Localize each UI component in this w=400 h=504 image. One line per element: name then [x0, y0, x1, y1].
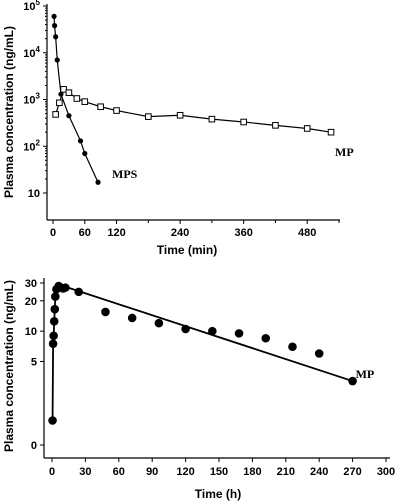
y-tick-label-top: 10 [28, 188, 40, 200]
x-tick-label-top: 120 [107, 227, 125, 239]
series-label-mp: MP [335, 145, 354, 159]
y-tick-label-bottom: 5 [31, 356, 37, 368]
x-tick-label-bottom: 30 [79, 466, 91, 478]
data-point-mp [127, 313, 137, 323]
data-point-mp [303, 125, 311, 132]
data-point-mp [49, 317, 59, 326]
data-point-mp [65, 89, 73, 96]
x-tick-label-bottom: 120 [176, 466, 194, 478]
data-point-mp [181, 324, 190, 334]
x-tick-label-top: 0 [50, 227, 56, 239]
series-label-mp: MP [356, 367, 375, 381]
x-axis-title-top: Time (min) [157, 243, 217, 257]
x-tick-label-bottom: 90 [146, 466, 158, 478]
x-tick-label-top: 480 [298, 227, 316, 239]
data-point-mp [208, 115, 216, 123]
x-tick-label-bottom: 180 [243, 466, 261, 478]
data-point-mp [234, 329, 244, 338]
data-point-mp [272, 122, 279, 129]
data-point-mp [48, 339, 58, 349]
data-point-mps [51, 13, 57, 19]
fit-line-mp [62, 285, 353, 382]
y-axis-title-bottom: Plasma concentration (ng/mL) [2, 280, 16, 452]
data-point-mp [48, 416, 57, 425]
data-point-mp [314, 349, 324, 358]
x-tick-label-top: 360 [234, 227, 252, 239]
data-point-mps [51, 23, 58, 29]
data-point-mp [56, 99, 63, 107]
x-tick-label-bottom: 150 [210, 466, 228, 478]
series-label-mps: MPS [112, 167, 138, 181]
x-tick-label-bottom: 210 [277, 466, 295, 478]
x-tick-label-bottom: 270 [343, 466, 361, 478]
data-point-mp [51, 292, 60, 301]
data-point-mps [54, 57, 60, 63]
x-tick-label-bottom: 0 [49, 466, 55, 478]
data-point-mp [288, 342, 297, 352]
y-tick-label-top: 105 [23, 0, 40, 13]
data-point-mp [50, 304, 60, 314]
data-point-mp [327, 128, 335, 136]
data-point-mp [61, 283, 70, 292]
data-point-mp [52, 111, 59, 118]
y-tick-label-bottom: 10 [25, 326, 37, 338]
data-point-mp [74, 287, 84, 297]
data-point-mp [176, 111, 184, 119]
y-axis-title-top: Plasma concentration (ng/mL) [2, 26, 16, 198]
data-point-mp [81, 98, 89, 105]
data-point-mp [261, 333, 271, 343]
y-tick-label-bottom: 20 [25, 296, 37, 308]
x-tick-label-bottom: 60 [113, 466, 125, 478]
y-tick-label-top: 103 [23, 92, 40, 107]
y-tick-label-bottom: 0 [31, 440, 37, 452]
series-line-mp [55, 88, 332, 133]
data-point-mp [97, 103, 104, 111]
data-point-mps [66, 113, 72, 119]
x-axis-title-bottom: Time (h) [195, 487, 241, 501]
data-point-mp [60, 86, 67, 93]
data-point-mps [95, 179, 101, 185]
data-point-mps [53, 34, 59, 40]
data-point-mp [154, 318, 164, 328]
data-point-mp [113, 107, 120, 114]
x-tick-label-bottom: 300 [377, 466, 395, 478]
data-point-mp [49, 331, 58, 341]
data-point-mp [240, 118, 247, 126]
y-tick-label-top: 102 [23, 138, 40, 153]
y-tick-label-bottom: 30 [25, 278, 37, 290]
data-point-mp [208, 326, 217, 336]
x-tick-label-top: 240 [171, 227, 189, 239]
data-point-mp [101, 307, 110, 317]
data-point-mp [348, 376, 357, 386]
x-tick-label-bottom: 240 [310, 466, 328, 478]
y-tick-label-top: 104 [23, 45, 40, 60]
data-point-mps [82, 150, 88, 157]
data-point-mps [77, 138, 84, 144]
data-point-mp [145, 113, 152, 120]
chart-panel-top: 10 102 103 104 105 0 60 120 240 360 480 Time (min) P… [2, 0, 354, 257]
x-tick-label-top: 60 [79, 227, 91, 239]
data-point-mp [73, 95, 81, 102]
